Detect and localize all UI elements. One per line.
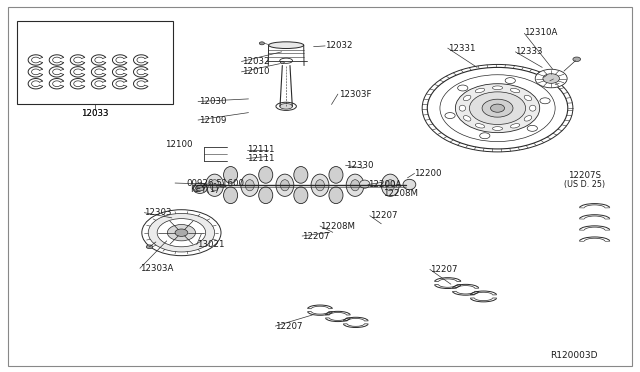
Text: 12333: 12333 [515,47,543,56]
Circle shape [482,99,513,117]
Ellipse shape [351,180,360,191]
Circle shape [195,186,204,191]
Text: 12207: 12207 [302,231,330,241]
Ellipse shape [223,187,237,203]
Text: (US D. 25): (US D. 25) [564,180,605,189]
Text: 12032: 12032 [325,41,353,51]
Bar [17,21,173,105]
Circle shape [456,84,540,133]
Circle shape [573,57,580,61]
Circle shape [458,85,468,91]
Circle shape [259,42,264,45]
Ellipse shape [294,167,308,183]
Text: 00926-51600: 00926-51600 [186,179,244,187]
Text: 12303: 12303 [145,208,172,217]
Circle shape [440,75,555,142]
Text: 12111: 12111 [246,154,274,163]
Ellipse shape [476,124,484,128]
Ellipse shape [193,183,207,193]
Text: 13021: 13021 [196,240,224,249]
Ellipse shape [276,102,296,110]
Ellipse shape [280,58,292,63]
Ellipse shape [316,180,324,191]
Text: 12100: 12100 [166,140,193,149]
Text: 12010: 12010 [242,67,269,76]
Text: 12200: 12200 [415,169,442,178]
Ellipse shape [245,180,254,191]
Circle shape [200,183,207,187]
Ellipse shape [311,174,329,196]
Text: 12330: 12330 [346,161,373,170]
Ellipse shape [510,88,520,93]
Ellipse shape [241,174,259,196]
Circle shape [175,229,188,236]
Circle shape [540,98,550,104]
Ellipse shape [492,127,502,131]
Circle shape [147,245,153,248]
Ellipse shape [223,167,237,183]
Ellipse shape [259,167,273,183]
Ellipse shape [346,174,364,196]
Text: 12200A: 12200A [368,180,401,189]
Text: 12207: 12207 [275,321,303,331]
Circle shape [168,225,195,241]
Text: 12303A: 12303A [140,264,173,273]
Text: 12030: 12030 [198,97,226,106]
Circle shape [142,210,221,256]
Circle shape [445,113,455,119]
Text: 12310A: 12310A [524,28,557,37]
Text: 12208M: 12208M [320,221,355,231]
Text: 12331: 12331 [448,44,476,52]
Text: 12208M: 12208M [383,189,417,198]
Text: 12033: 12033 [81,109,109,118]
Circle shape [527,125,538,131]
Ellipse shape [524,95,532,101]
Ellipse shape [205,174,223,196]
Circle shape [469,92,525,125]
Ellipse shape [492,86,502,90]
Ellipse shape [360,180,370,188]
Ellipse shape [386,180,395,191]
Ellipse shape [276,174,294,196]
Ellipse shape [280,103,292,109]
Ellipse shape [524,116,532,121]
Ellipse shape [510,124,520,128]
Ellipse shape [476,88,484,93]
Text: 12032: 12032 [242,57,269,66]
Circle shape [543,74,559,83]
Circle shape [505,78,515,84]
Ellipse shape [460,105,466,111]
Ellipse shape [463,116,471,121]
Circle shape [535,69,567,88]
Ellipse shape [463,95,471,101]
Text: 12303F: 12303F [339,90,372,99]
Ellipse shape [329,167,343,183]
Circle shape [280,61,284,64]
Text: 12109: 12109 [198,116,226,125]
Text: 12207: 12207 [370,211,397,220]
Ellipse shape [381,174,399,196]
Ellipse shape [210,180,219,191]
Circle shape [428,67,568,149]
Text: KEY(1): KEY(1) [189,185,218,194]
Circle shape [422,64,573,152]
Ellipse shape [280,180,289,191]
Ellipse shape [329,187,343,203]
Text: 12207: 12207 [430,265,458,274]
Ellipse shape [220,185,226,187]
Circle shape [490,104,504,112]
Text: 12207S: 12207S [568,171,601,180]
Circle shape [157,219,205,247]
Circle shape [148,214,214,252]
Text: R120003D: R120003D [550,351,597,360]
Ellipse shape [269,42,304,48]
Text: 12033: 12033 [81,109,109,118]
Ellipse shape [529,105,536,111]
Ellipse shape [259,187,273,203]
Circle shape [480,133,490,139]
Ellipse shape [294,187,308,203]
Text: 12111: 12111 [246,145,274,154]
Ellipse shape [403,179,416,190]
